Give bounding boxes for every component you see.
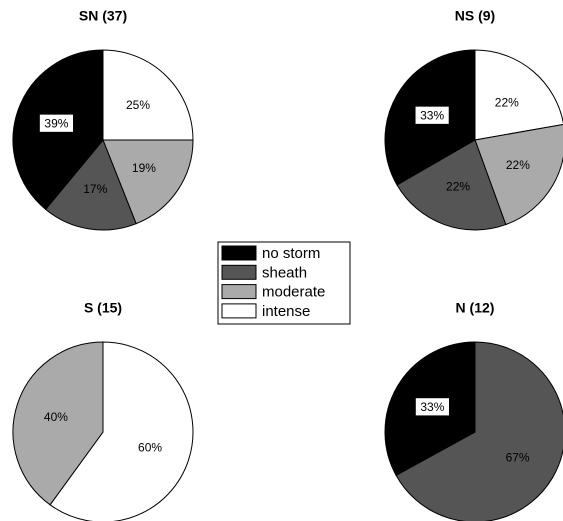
label-box bbox=[414, 105, 450, 125]
slice-label: 33% bbox=[420, 400, 444, 414]
legend-label: no storm bbox=[262, 245, 320, 262]
pie-title: NS (9) bbox=[455, 8, 495, 24]
slice-label: 40% bbox=[44, 410, 68, 424]
legend-swatch bbox=[221, 303, 257, 319]
slice-label: 39% bbox=[44, 116, 68, 130]
pie-slice bbox=[395, 341, 563, 521]
pie-slice bbox=[474, 49, 563, 141]
legend-swatch bbox=[221, 245, 257, 261]
pie-title: N (12) bbox=[456, 300, 495, 316]
pie-slice bbox=[12, 341, 104, 506]
label-box bbox=[39, 113, 74, 133]
pie-slice bbox=[102, 139, 194, 225]
legend-label: intense bbox=[262, 303, 310, 320]
pie-slice bbox=[44, 139, 137, 231]
label-box bbox=[414, 397, 450, 417]
slice-label: 67% bbox=[506, 450, 530, 464]
legend-label: sheath bbox=[262, 264, 307, 281]
legend-label: moderate bbox=[262, 284, 325, 301]
pie-slice bbox=[102, 49, 194, 141]
slice-label: 22% bbox=[495, 95, 519, 109]
slice-label: 22% bbox=[506, 158, 530, 172]
slice-label: 33% bbox=[420, 108, 444, 122]
slice-label: 25% bbox=[126, 98, 150, 112]
legend-swatch bbox=[221, 264, 257, 280]
legend-swatch bbox=[221, 284, 257, 300]
pie-slice bbox=[396, 139, 507, 231]
slice-label: 60% bbox=[138, 440, 162, 454]
pie-slice bbox=[49, 341, 194, 521]
slice-label: 19% bbox=[132, 161, 156, 175]
slice-label: 17% bbox=[83, 182, 107, 196]
pie-title: S (15) bbox=[84, 300, 122, 316]
pie-title: SN (37) bbox=[79, 8, 127, 24]
slice-label: 22% bbox=[446, 180, 470, 194]
